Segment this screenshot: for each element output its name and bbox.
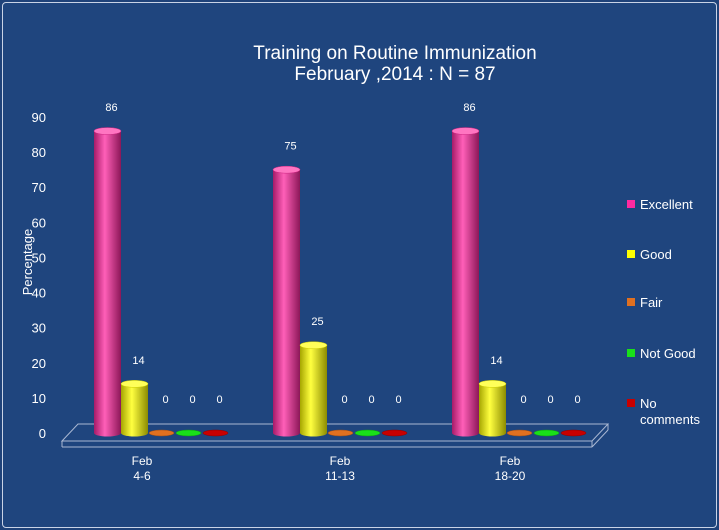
legend-label: Fair: [640, 295, 663, 310]
legend-swatch: [627, 200, 635, 208]
bars: [93, 127, 587, 437]
y-axis-label: Percentage: [20, 229, 35, 296]
bar-good: [299, 341, 328, 437]
x-tick-label: Feb: [330, 454, 351, 468]
data-label: 0: [368, 394, 374, 406]
legend-swatch: [627, 399, 635, 407]
legend-swatch: [627, 298, 635, 306]
bar-no-comments: [381, 429, 408, 437]
data-label: 14: [132, 355, 144, 367]
chart-title: Training on Routine Immunization: [253, 43, 536, 64]
bar-excellent: [272, 165, 301, 437]
data-label: 0: [574, 394, 580, 406]
bar-fair: [506, 429, 533, 437]
x-tick-label: 18-20: [495, 469, 526, 483]
data-label: 25: [311, 316, 323, 328]
legend-label: Not Good: [640, 346, 696, 361]
chart-floor: [60, 423, 610, 448]
data-label: 0: [162, 394, 168, 406]
data-label: 75: [284, 141, 296, 153]
x-tick-label: Feb: [132, 454, 153, 468]
y-tick-label: 40: [32, 286, 46, 301]
y-tick-label: 20: [32, 356, 46, 371]
y-axis-ticks: 0 10 20 30 40 50 60 70 80 90: [32, 110, 46, 441]
y-tick-label: 90: [32, 110, 46, 125]
data-label: 0: [189, 394, 195, 406]
bar-excellent: [93, 127, 122, 437]
y-tick-label: 50: [32, 250, 46, 265]
bar-fair: [327, 429, 354, 437]
bar-not-good: [175, 429, 202, 437]
legend-item: Good: [627, 247, 672, 262]
bar-no-comments: [560, 429, 587, 437]
bar-good: [120, 380, 149, 437]
x-tick-label: 4-6: [133, 469, 151, 483]
legend-swatch: [627, 349, 635, 357]
data-label: 0: [341, 394, 347, 406]
y-tick-label: 0: [39, 426, 46, 441]
legend-swatch: [627, 250, 635, 258]
x-tick-label: 11-13: [325, 469, 355, 483]
y-tick-label: 10: [32, 391, 46, 406]
data-labels: 86 75 86 14 25 14 0 0 0 0 0 0 0 0 0: [105, 102, 580, 406]
bar-excellent: [451, 127, 480, 437]
bar-fair: [148, 429, 175, 437]
data-label: 0: [547, 394, 553, 406]
bar-good: [478, 380, 507, 437]
data-label: 0: [395, 394, 401, 406]
data-label: 14: [490, 355, 502, 367]
legend-label: comments: [640, 412, 700, 427]
legend-item: Excellent: [627, 197, 693, 212]
y-tick-label: 70: [32, 180, 46, 195]
data-label: 86: [105, 102, 117, 114]
y-tick-label: 30: [32, 321, 46, 336]
legend-label: No: [640, 396, 657, 411]
bar-no-comments: [202, 429, 229, 437]
data-label: 0: [520, 394, 526, 406]
y-tick-label: 60: [32, 215, 46, 230]
chart-subtitle: February ,2014 : N = 87: [294, 64, 495, 85]
data-label: 86: [463, 102, 475, 114]
x-tick-label: Feb: [500, 454, 521, 468]
legend-item: Not Good: [627, 346, 696, 361]
bar-not-good: [354, 429, 381, 437]
bar-not-good: [533, 429, 560, 437]
floor-edge: [591, 429, 609, 448]
legend-label: Good: [640, 247, 672, 262]
legend-label: Excellent: [640, 197, 693, 212]
data-label: 0: [216, 394, 222, 406]
legend-item: Fair: [627, 295, 663, 310]
y-tick-label: 80: [32, 145, 46, 160]
